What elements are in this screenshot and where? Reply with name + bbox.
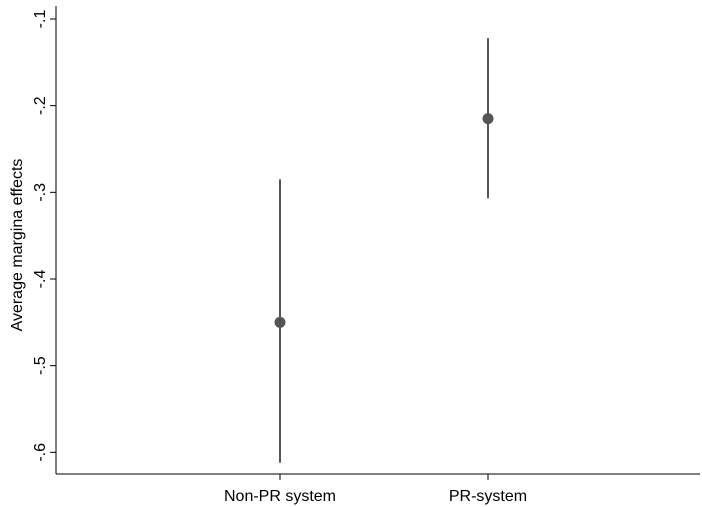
plot-area [274,38,494,463]
x-tick-label: PR-system [449,488,527,505]
y-tick-label: -.3 [32,183,49,202]
y-axis-label: Average margina effects [9,159,26,332]
x-tick-label: Non-PR system [224,488,336,505]
point-estimate [274,316,286,328]
y-tick-label: -.4 [32,270,49,289]
y-tick-label: -.2 [32,96,49,115]
y-axis-ticks: -.1 -.2 -.3 -.4 -.5 -.6 [32,10,56,462]
y-tick-label: -.6 [32,443,49,462]
y-tick-label: -.1 [32,10,49,29]
y-tick-label: -.5 [32,356,49,375]
x-axis-ticks: Non-PR system PR-system [224,474,527,505]
point-estimate [482,113,494,125]
